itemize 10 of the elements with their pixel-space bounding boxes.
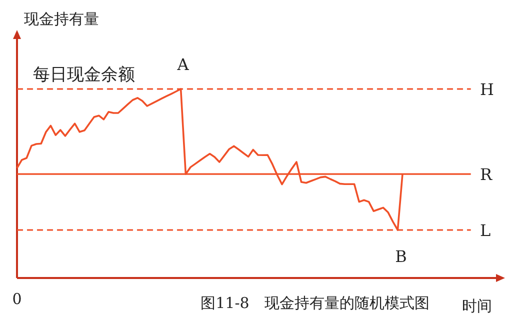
ref-line-label: H bbox=[480, 80, 494, 99]
x-axis-title: 时间 bbox=[462, 297, 492, 315]
ref-line-label: L bbox=[480, 220, 491, 240]
text: A bbox=[176, 55, 190, 74]
y-axis-title: 现金持有量 bbox=[24, 10, 99, 28]
text: 每日现金余额 bbox=[33, 65, 135, 85]
text: 图11-8 现金持有量的随机模式图 bbox=[200, 294, 430, 312]
text: 0 bbox=[12, 290, 22, 308]
annotation: B bbox=[395, 247, 407, 266]
ref-line-label: R bbox=[480, 165, 493, 184]
